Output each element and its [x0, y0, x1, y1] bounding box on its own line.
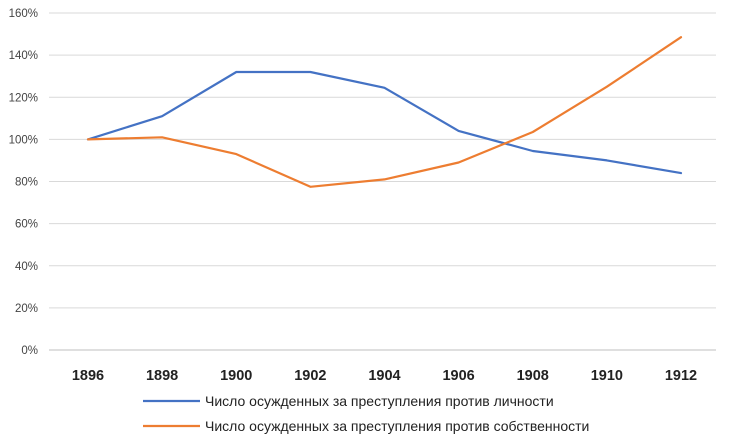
- x-tick-label: 1906: [442, 368, 474, 384]
- y-tick-label: 160%: [9, 8, 38, 20]
- y-tick-label: 80%: [15, 177, 38, 189]
- legend: Число осужденных за преступления против …: [143, 393, 589, 434]
- x-tick-label: 1896: [72, 368, 104, 384]
- series-line-1: [86, 70, 683, 175]
- x-tick-label: 1904: [368, 368, 400, 384]
- x-tick-label: 1902: [294, 368, 326, 384]
- x-axis-ticks: 1896 1898 1900 1902 1904 1906 1908 1910 1912: [72, 368, 697, 384]
- y-tick-label: 120%: [9, 92, 38, 104]
- y-tick-label: 20%: [15, 303, 38, 315]
- y-tick-label: 40%: [15, 261, 38, 273]
- x-tick-label: 1898: [146, 368, 178, 384]
- y-axis-ticks: 0% 20% 40% 60% 80% 100% 120% 140% 160%: [9, 8, 38, 357]
- series-line-2: [86, 36, 683, 188]
- legend-label-1: Число осужденных за преступления против …: [205, 393, 554, 409]
- x-tick-label: 1908: [517, 368, 549, 384]
- y-tick-label: 100%: [9, 134, 38, 146]
- y-tick-label: 0%: [21, 345, 38, 357]
- y-tick-label: 60%: [15, 219, 38, 231]
- gridlines: [49, 12, 716, 351]
- x-tick-label: 1900: [220, 368, 252, 384]
- legend-label-2: Число осужденных за преступления против …: [205, 418, 589, 434]
- x-tick-label: 1910: [591, 368, 623, 384]
- series-lines: [86, 36, 683, 188]
- y-tick-label: 140%: [9, 50, 38, 62]
- x-tick-label: 1912: [665, 368, 697, 384]
